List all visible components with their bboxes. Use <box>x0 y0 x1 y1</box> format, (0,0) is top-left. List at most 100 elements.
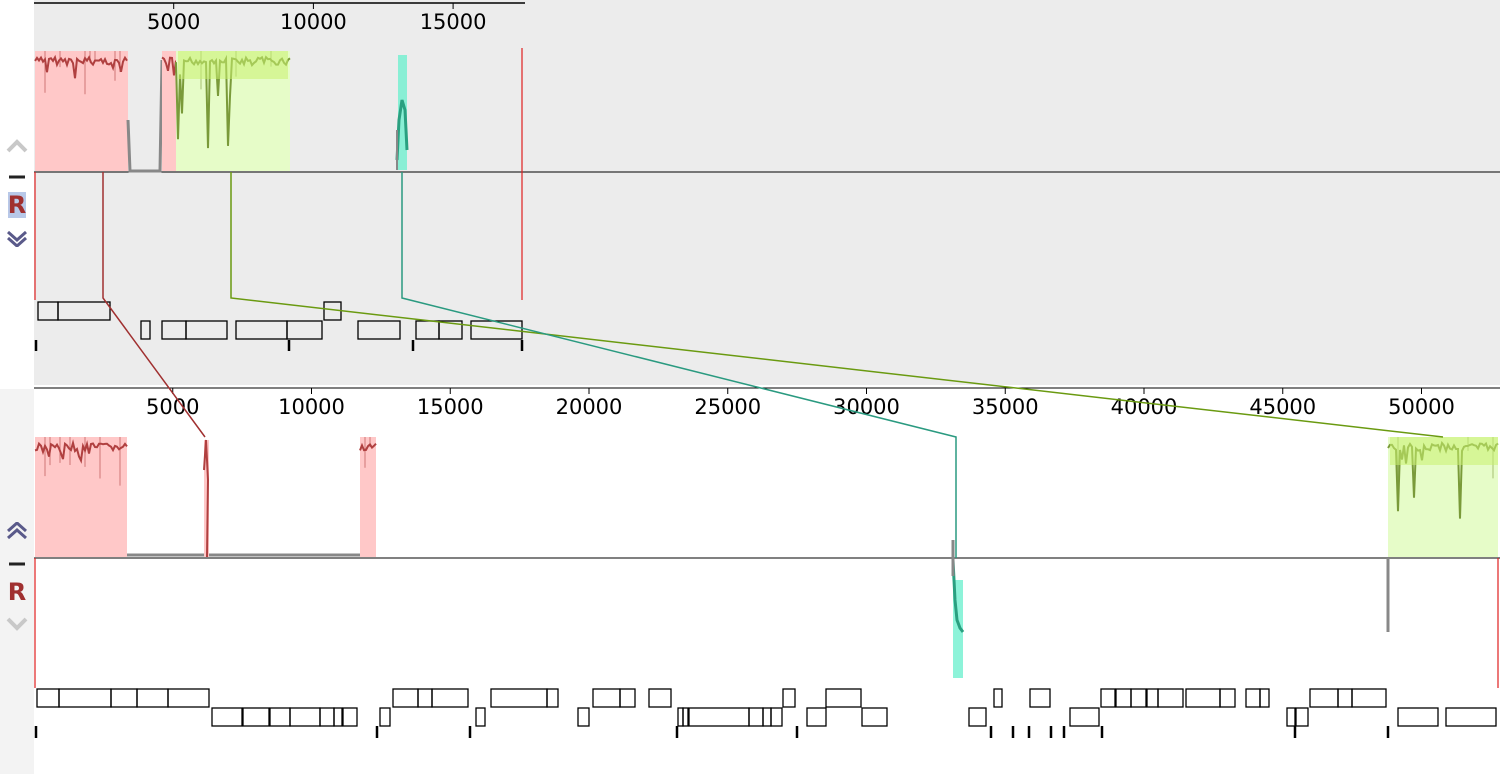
chevron-down-icon <box>6 617 28 631</box>
bottom-gene-annotation <box>1309 688 1339 708</box>
bottom-lcb-teal-fill <box>953 580 963 678</box>
bottom-gene-annotation <box>748 707 764 727</box>
top-gene-annotation <box>57 301 111 321</box>
bottom-gene-annotation <box>1130 688 1147 708</box>
bottom-genome-panel <box>34 389 1500 769</box>
bottom-gene-annotation <box>1337 688 1353 708</box>
top-lcb-red-1-fill <box>35 51 128 171</box>
bottom-gene-annotation <box>782 688 796 708</box>
bottom-ruler-label: 40000 <box>1111 395 1178 419</box>
bottom-gene-annotation <box>648 688 672 708</box>
bottom-gene-annotation <box>1146 688 1159 708</box>
bottom-gene-annotation <box>1397 707 1439 727</box>
bottom-gene-annotation <box>1069 707 1100 727</box>
top-ruler-label: 10000 <box>280 10 347 34</box>
bottom-gene-annotation <box>167 688 210 708</box>
top-gene-annotation <box>235 320 288 340</box>
bottom-gene-annotation <box>269 707 291 727</box>
bottom-ruler-label: 25000 <box>694 395 761 419</box>
bottom-gene-annotation <box>1259 688 1270 708</box>
bottom-gene-annotation <box>1295 707 1309 727</box>
bottom-gene-annotation <box>110 688 138 708</box>
bottom-gene-annotation <box>136 688 169 708</box>
lcb-connector-teal <box>401 172 957 558</box>
bottom-gene-annotation <box>1100 688 1116 708</box>
move-up-button[interactable] <box>4 518 30 544</box>
bottom-genome-controls: R <box>0 389 34 774</box>
bottom-lcb-red-2-profile <box>203 439 210 558</box>
top-gap-profile <box>126 59 164 173</box>
bottom-gene-annotation <box>806 707 827 727</box>
bottom-gene-annotation <box>993 688 1003 708</box>
bottom-gene-annotation <box>861 707 888 727</box>
move-up-button[interactable] <box>4 133 30 159</box>
bottom-gene-annotation <box>1029 688 1051 708</box>
bottom-gene-annotation <box>1115 688 1132 708</box>
bottom-lcb-red-3-profile <box>359 442 377 452</box>
bottom-gene-annotation <box>431 688 469 708</box>
hide-genome-button[interactable] <box>4 164 30 190</box>
top-gene-annotation <box>185 320 228 340</box>
chevron-up-icon <box>6 139 28 153</box>
bottom-ruler-label: 30000 <box>833 395 900 419</box>
bottom-gene-annotation <box>289 707 321 727</box>
top-gene-annotation <box>438 320 463 340</box>
bottom-gene-annotation <box>379 707 391 727</box>
bottom-gene-annotation <box>619 688 636 708</box>
bottom-gene-annotation <box>688 707 750 727</box>
bottom-gene-annotation <box>475 707 486 727</box>
bottom-gene-annotation <box>1185 688 1221 708</box>
top-gene-annotation <box>286 320 323 340</box>
bottom-gene-annotation <box>1445 707 1497 727</box>
top-lcb-red-2-fill <box>162 51 176 171</box>
top-gene-annotation <box>415 320 440 340</box>
top-lcb-red-2-profile <box>161 56 177 76</box>
bottom-lcb-red-2-fill <box>204 440 209 557</box>
top-gene-annotation <box>357 320 401 340</box>
bottom-gene-annotation <box>1157 688 1184 708</box>
bottom-gene-annotation <box>392 688 419 708</box>
bottom-gene-annotation <box>342 707 358 727</box>
bottom-ruler-label: 35000 <box>972 395 1039 419</box>
top-ruler-label: 5000 <box>147 10 200 34</box>
top-gene-annotation <box>140 320 151 340</box>
reverse-genome-button[interactable]: R <box>4 579 30 605</box>
minus-icon <box>9 175 25 179</box>
bottom-gene-annotation <box>1351 688 1387 708</box>
bottom-ruler-label: 45000 <box>1249 395 1316 419</box>
bottom-gene-annotation <box>592 688 621 708</box>
top-gene-annotation <box>161 320 187 340</box>
bottom-gene-annotation <box>825 688 862 708</box>
top-lcb-green-highlight <box>178 51 288 79</box>
bottom-gene-annotation <box>770 707 783 727</box>
minus-icon <box>9 562 25 566</box>
top-lcb-red-1-profile <box>34 54 128 79</box>
bottom-gene-annotation <box>36 688 60 708</box>
bottom-gene-annotation <box>211 707 243 727</box>
bottom-gene-annotation <box>1245 688 1261 708</box>
bottom-ruler-label: 5000 <box>146 395 199 419</box>
bottom-gene-annotation <box>58 688 112 708</box>
bottom-gene-annotation <box>968 707 987 727</box>
bottom-gene-annotation <box>319 707 335 727</box>
reverse-genome-button[interactable]: R <box>4 192 30 218</box>
reverse-label: R <box>7 191 27 219</box>
top-ruler-label: 15000 <box>420 10 487 34</box>
bottom-ruler-label: 50000 <box>1388 395 1455 419</box>
lcb-connector-red <box>102 172 206 438</box>
bottom-lcb-green-highlight <box>1390 437 1498 465</box>
bottom-ruler-label: 20000 <box>556 395 623 419</box>
move-down-button[interactable] <box>4 611 30 637</box>
bottom-gene-annotation <box>490 688 548 708</box>
hide-genome-button[interactable] <box>4 551 30 577</box>
reverse-label: R <box>7 578 27 606</box>
bottom-gene-annotation <box>1219 688 1236 708</box>
top-lcb-teal-profile <box>395 99 409 161</box>
top-gene-annotation <box>37 301 59 321</box>
move-down-button[interactable] <box>4 225 30 251</box>
bottom-gene-annotation <box>682 707 689 727</box>
bottom-lcb-red-3-fill <box>360 437 376 557</box>
bottom-lcb-teal-profile <box>951 559 965 633</box>
